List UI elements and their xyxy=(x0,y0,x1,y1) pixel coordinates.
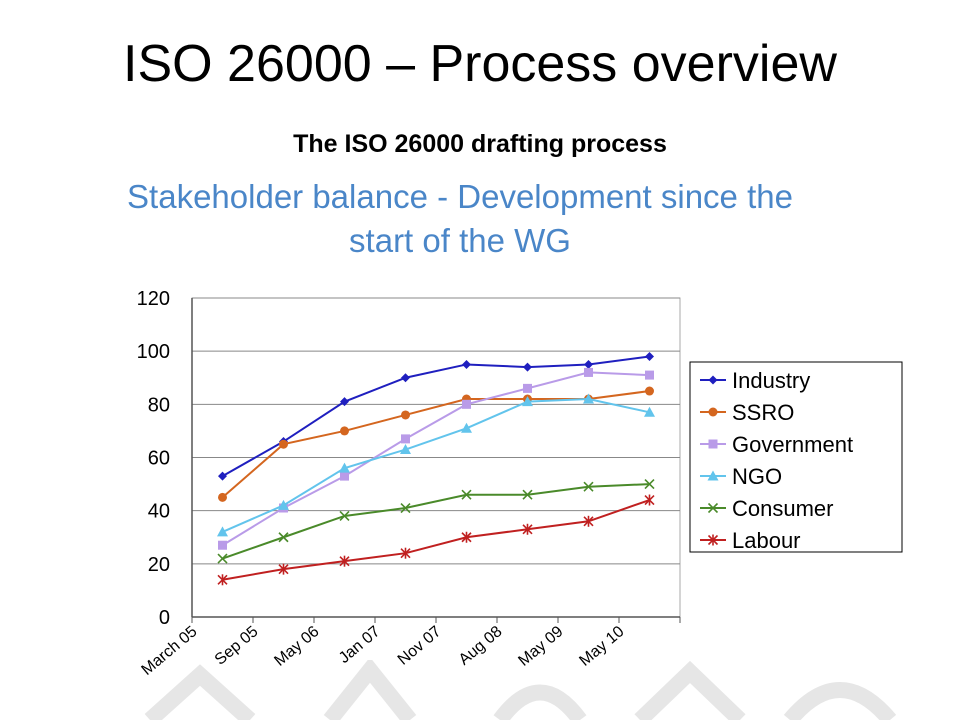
legend-marker-industry xyxy=(708,375,718,385)
data-point-consumer xyxy=(461,489,472,500)
y-tick-label: 120 xyxy=(137,288,170,310)
watermark-graphic xyxy=(144,660,897,720)
chart-title-line-1: Stakeholder balance - Development since … xyxy=(127,178,793,215)
data-point-consumer xyxy=(522,489,533,500)
data-point-industry xyxy=(340,397,349,407)
chart-title: Stakeholder balance - Development since … xyxy=(30,175,890,263)
data-point-ngo xyxy=(644,406,655,417)
data-point-government xyxy=(340,471,349,481)
data-point-industry xyxy=(523,362,532,372)
legend-label-industry: Industry xyxy=(732,368,810,393)
data-point-ngo xyxy=(278,499,289,510)
data-point-labour xyxy=(278,563,289,575)
data-point-government xyxy=(462,399,471,409)
data-point-industry xyxy=(645,351,654,361)
data-point-ngo xyxy=(400,444,411,455)
slide-subtitle: The ISO 26000 drafting process xyxy=(293,130,667,158)
legend-marker-ngo xyxy=(707,470,719,481)
legend-marker-ssro xyxy=(708,407,718,417)
series-line-industry xyxy=(222,355,650,477)
chart-title-line-2: start of the WG xyxy=(349,222,571,259)
data-point-ssro xyxy=(279,439,288,449)
data-point-consumer xyxy=(339,510,350,522)
data-point-labour xyxy=(400,547,411,559)
legend-marker-consumer xyxy=(707,502,719,514)
data-point-consumer xyxy=(278,532,289,543)
data-point-labour xyxy=(583,515,594,527)
y-tick-label: 0 xyxy=(159,607,170,629)
legend-label-ngo: NGO xyxy=(732,464,782,489)
series-line-government xyxy=(221,371,650,547)
x-tick-label: Aug 08 xyxy=(456,623,506,669)
legend-label-consumer: Consumer xyxy=(732,496,833,521)
data-point-industry xyxy=(401,373,410,383)
data-point-labour xyxy=(217,574,228,586)
data-point-consumer xyxy=(583,481,594,492)
y-tick-label: 40 xyxy=(148,501,170,523)
x-tick-label: May 09 xyxy=(515,623,566,670)
y-tick-label: 100 xyxy=(137,341,170,363)
legend-label-labour: Labour xyxy=(732,528,801,553)
legend-box xyxy=(689,361,903,553)
legend-label-ssro: SSRO xyxy=(732,400,794,425)
data-point-ssro xyxy=(401,410,410,420)
data-point-government xyxy=(584,367,593,377)
data-point-industry xyxy=(584,359,593,369)
data-point-consumer xyxy=(217,553,228,564)
legend-label-government: Government xyxy=(732,432,853,457)
data-point-ssro xyxy=(218,492,227,502)
data-point-ssro xyxy=(645,386,654,396)
data-point-government xyxy=(218,540,227,550)
series-line-labour xyxy=(222,499,650,581)
data-point-ngo xyxy=(583,393,594,404)
x-tick-label: March 05 xyxy=(139,623,201,679)
data-point-ngo xyxy=(217,526,228,537)
y-tick-label: 60 xyxy=(148,448,170,470)
y-tick-label: 80 xyxy=(148,394,170,416)
data-point-ngo xyxy=(339,462,350,473)
data-point-labour xyxy=(644,494,655,506)
x-tick-label: May 10 xyxy=(576,623,627,670)
data-point-government xyxy=(523,383,532,393)
legend-marker-government xyxy=(708,439,718,449)
x-tick-label: Sep 05 xyxy=(212,623,262,669)
data-point-consumer xyxy=(644,479,655,490)
data-point-government xyxy=(401,434,410,444)
data-point-consumer xyxy=(400,502,411,514)
y-tick-label: 20 xyxy=(148,554,170,576)
series-line-ngo xyxy=(222,398,650,533)
x-tick-label: May 06 xyxy=(271,623,322,670)
data-point-labour xyxy=(522,523,533,535)
data-point-ngo xyxy=(522,396,533,407)
data-point-labour xyxy=(339,555,350,567)
x-tick-label: Jan 07 xyxy=(336,623,384,667)
data-point-industry xyxy=(218,471,227,481)
data-point-labour xyxy=(461,531,472,543)
data-point-industry xyxy=(462,359,471,369)
slide-title: ISO 26000 – Process overview xyxy=(123,35,837,93)
legend-marker-labour xyxy=(707,534,719,546)
series-line-consumer xyxy=(222,483,650,560)
data-point-ssro xyxy=(340,426,349,436)
x-tick-label: Nov 07 xyxy=(395,623,445,669)
data-point-ngo xyxy=(461,422,472,433)
data-point-government xyxy=(645,370,654,380)
